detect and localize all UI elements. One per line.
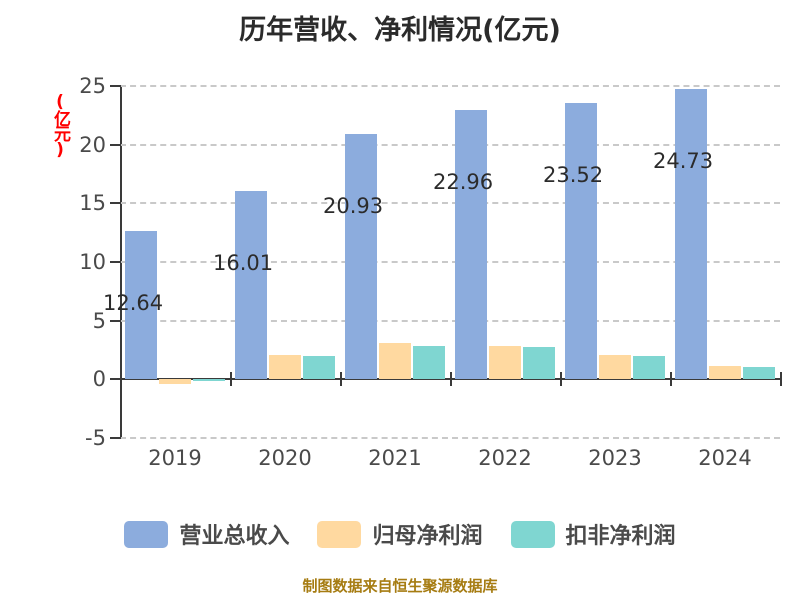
y-tick-mark: [110, 143, 121, 146]
y-tick-mark: [110, 319, 121, 322]
legend-item-revenue[interactable]: 营业总收入: [124, 518, 289, 550]
gridline: [120, 85, 780, 87]
y-tick-label: -5: [85, 426, 106, 450]
gridline: [120, 437, 780, 439]
footer-source-note: 制图数据来自恒生聚源数据库: [302, 577, 498, 595]
chart-title: 历年营收、净利情况(亿元): [239, 15, 561, 46]
legend-label-deducted-net-profit: 扣非净利润: [565, 524, 676, 549]
x-tick-mark: [230, 372, 232, 387]
y-tick-label: 20: [79, 132, 106, 157]
x-tick-mark: [450, 372, 452, 387]
legend-swatch-net-profit: [317, 520, 362, 548]
legend-swatch-revenue: [124, 520, 169, 548]
bar-revenue-2024: [675, 89, 707, 380]
bar-net-profit-2020: [269, 354, 301, 380]
y-tick-label: 10: [79, 250, 106, 274]
bar-revenue-2021: [345, 133, 377, 380]
x-tick-label-2023: 2023: [588, 446, 642, 470]
bar-net-profit-2024: [709, 365, 741, 380]
bar-value-label-revenue-2019: 12.64: [103, 291, 164, 316]
y-tick-mark: [110, 85, 121, 87]
x-tick-mark: [670, 372, 672, 387]
y-tick-label: 15: [79, 191, 106, 216]
bar-value-label-revenue-2022: 22.96: [433, 169, 494, 194]
y-tick-label: 5: [92, 308, 106, 333]
legend-item-deducted-net-profit[interactable]: 扣非净利润: [510, 518, 676, 550]
bar-revenue-2022: [455, 109, 487, 380]
gridline: [120, 319, 780, 322]
bar-deducted-net-profit-2019: [193, 378, 225, 381]
x-tick-label-2019: 2019: [148, 446, 202, 470]
bar-revenue-2023: [565, 103, 597, 380]
legend-label-revenue: 营业总收入: [179, 524, 290, 549]
bar-deducted-net-profit-2020: [303, 356, 335, 380]
x-tick-label-2021: 2021: [368, 446, 422, 470]
x-tick-label-2024: 2024: [698, 446, 752, 470]
chart-legend: 营业总收入 归母净利润 扣非净利润: [0, 518, 800, 550]
y-tick-mark: [110, 202, 121, 205]
bar-deducted-net-profit-2023: [633, 356, 665, 380]
gridline: [120, 143, 780, 146]
bar-value-label-revenue-2021: 20.93: [323, 193, 384, 218]
bar-net-profit-2021: [379, 343, 411, 380]
bar-net-profit-2023: [599, 354, 631, 380]
bar-value-label-revenue-2024: 24.73: [653, 149, 714, 174]
y-tick-mark: [110, 378, 121, 381]
x-tick-mark: [120, 372, 122, 387]
x-tick-mark: [340, 372, 342, 387]
y-tick-mark: [110, 261, 121, 263]
bar-value-label-revenue-2020: 16.01: [213, 251, 274, 276]
x-tick-label-2020: 2020: [258, 446, 312, 470]
bar-revenue-2019: [125, 231, 157, 380]
legend-swatch-deducted-net-profit: [510, 520, 555, 548]
bar-value-label-revenue-2023: 23.52: [543, 163, 604, 188]
y-axis-unit-label: (亿元): [50, 92, 70, 158]
legend-label-net-profit: 归母净利润: [372, 524, 483, 549]
bar-net-profit-2019: [159, 379, 191, 385]
gridline: [120, 202, 780, 205]
y-tick-mark: [110, 437, 121, 439]
x-tick-mark: [780, 372, 782, 387]
x-tick-label-2022: 2022: [478, 446, 532, 470]
bar-revenue-2020: [235, 191, 267, 380]
bar-deducted-net-profit-2024: [743, 367, 775, 380]
legend-item-net-profit[interactable]: 归母净利润: [317, 518, 483, 550]
y-tick-label: 0: [92, 367, 106, 392]
x-tick-mark: [560, 372, 562, 387]
bar-net-profit-2022: [489, 345, 521, 380]
bar-deducted-net-profit-2022: [523, 346, 555, 380]
gridline: [120, 261, 780, 263]
y-tick-label: 25: [79, 74, 106, 98]
bar-deducted-net-profit-2021: [413, 345, 445, 380]
